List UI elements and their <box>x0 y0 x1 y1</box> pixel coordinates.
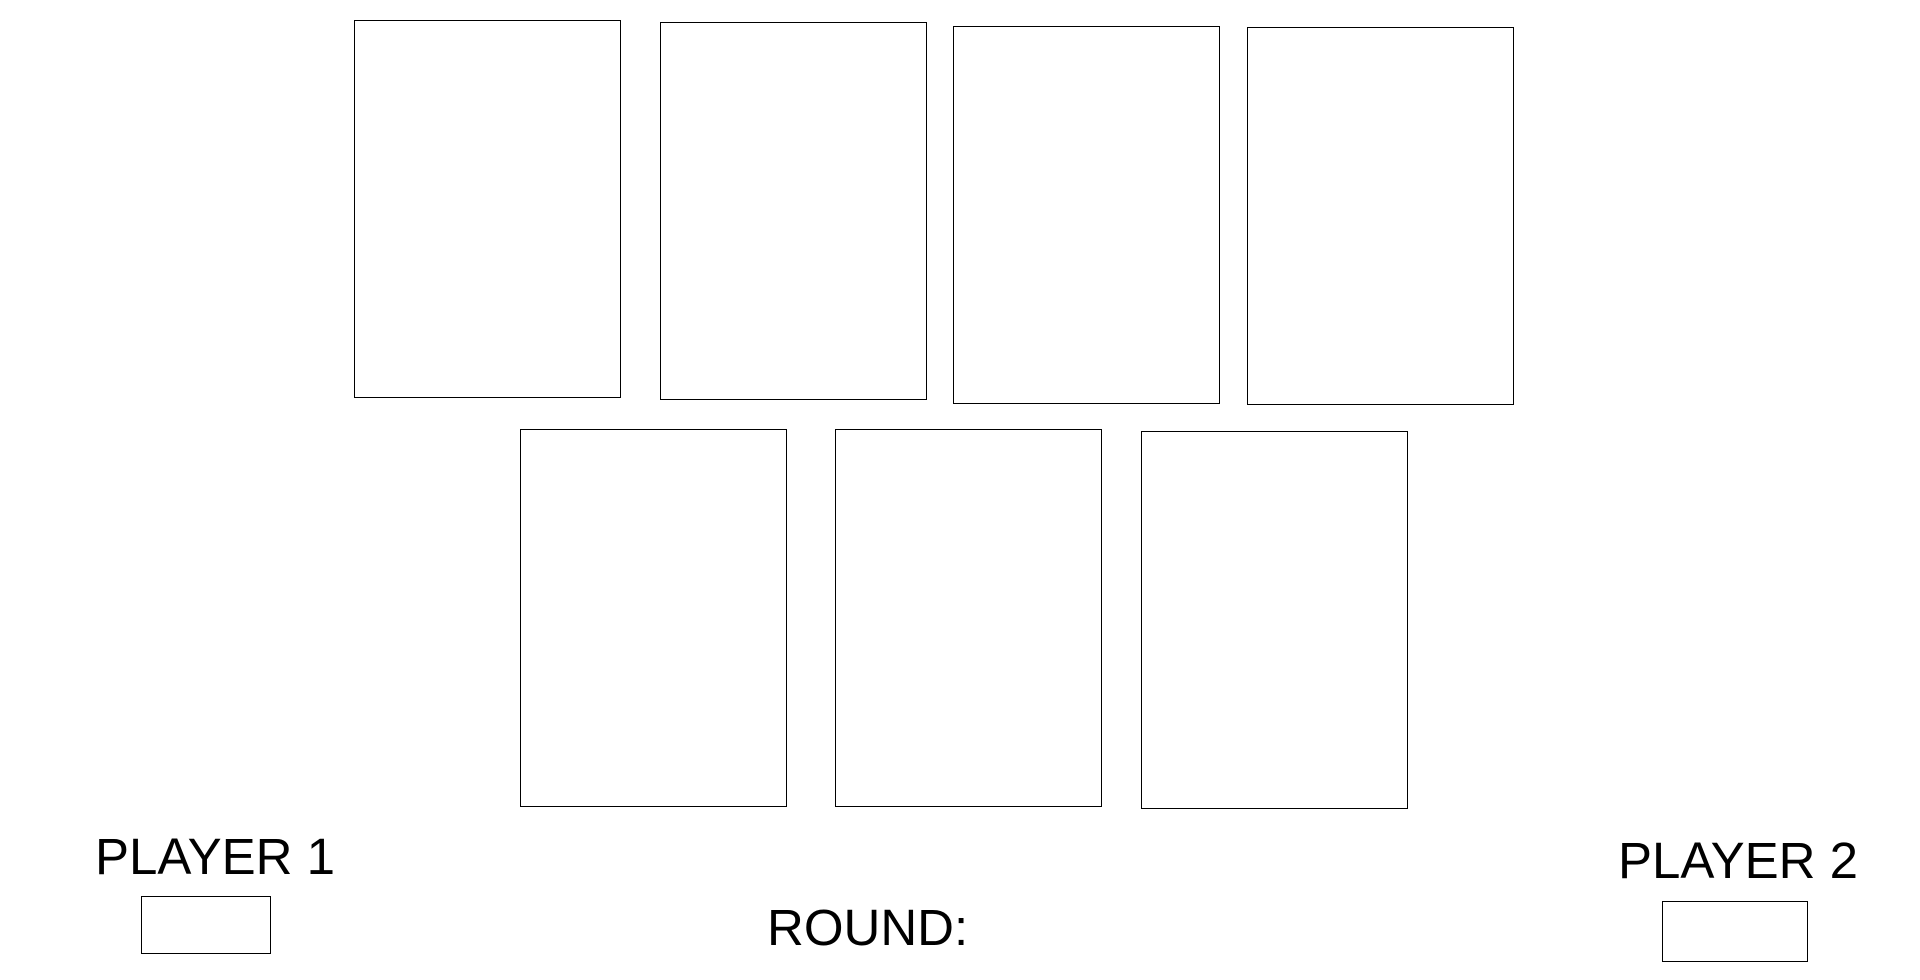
card-slot-6[interactable] <box>835 429 1102 807</box>
card-slot-4[interactable] <box>1247 27 1514 405</box>
card-slot-3[interactable] <box>953 26 1220 404</box>
card-slot-1[interactable] <box>354 20 621 398</box>
player2-score-box <box>1662 901 1808 962</box>
round-label: ROUND: <box>767 899 969 956</box>
card-slot-2[interactable] <box>660 22 927 400</box>
player1-score-box <box>141 896 271 954</box>
card-slot-5[interactable] <box>520 429 787 807</box>
card-slot-7[interactable] <box>1141 431 1408 809</box>
player1-label: PLAYER 1 <box>95 828 336 885</box>
player2-label: PLAYER 2 <box>1618 832 1859 889</box>
